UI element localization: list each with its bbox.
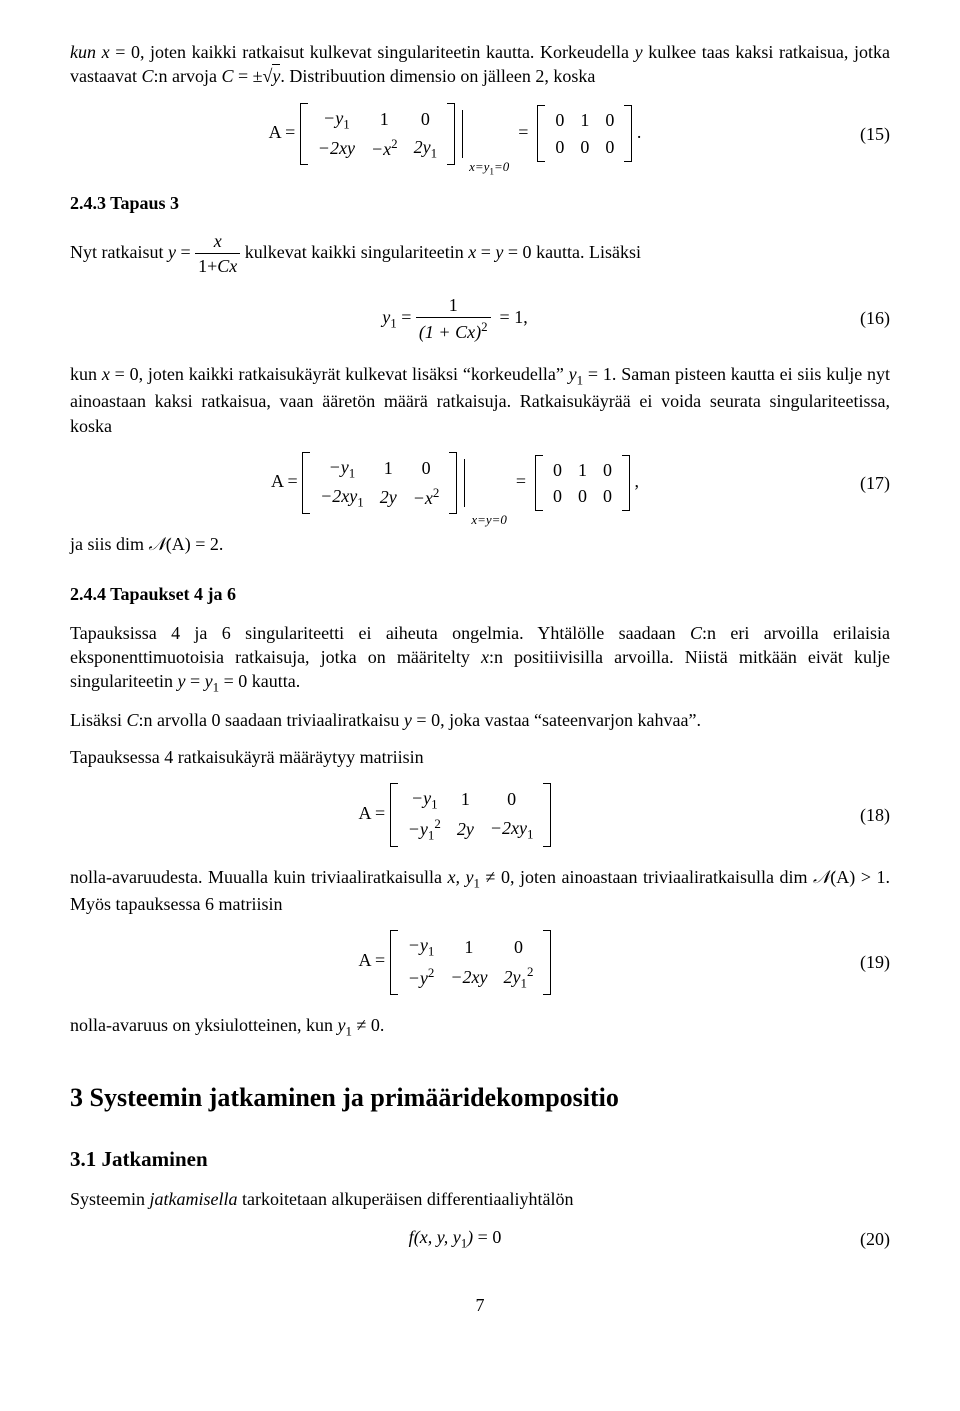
eq15-matrix-1: −y110 −2xy−x22y1 xyxy=(300,103,455,165)
equation-16: y1 = 1 (1 + Cx)2 = 1, (16) xyxy=(70,293,890,345)
equation-17: A = −y110 −2xy12y−x2 x=y=0 = 010 000 , (… xyxy=(70,452,890,514)
heading-section-31: 3.1 Jatkaminen xyxy=(70,1145,890,1173)
paragraph-243-c: ja siis dim 𝒩(A) = 2. xyxy=(70,532,890,556)
paragraph-244-d: nolla-avaruudesta. Muualla kuin triviaal… xyxy=(70,865,890,916)
eq15-lhs: A = xyxy=(269,122,296,142)
paragraph-244-c: Tapauksessa 4 ratkaisukäyrä määräytyy ma… xyxy=(70,745,890,769)
eq16-number: (16) xyxy=(840,306,890,330)
eval-bar xyxy=(462,110,463,158)
paragraph-243-a: Nyt ratkaisut y = x1+Cx kulkevat kaikki … xyxy=(70,229,890,279)
paragraph-244-a: Tapauksissa 4 ja 6 singulariteetti ei ai… xyxy=(70,621,890,697)
eq19-number: (19) xyxy=(840,950,890,974)
equation-15: A = −y110 −2xy−x22y1 x=y1=0 = 010 000 . … xyxy=(70,103,890,165)
eq17-matrix-2: 010 000 xyxy=(535,455,630,512)
page-number: 7 xyxy=(70,1293,890,1317)
paragraph-31-a: Systeemin jatkamisella tarkoitetaan alku… xyxy=(70,1187,890,1211)
heading-243: 2.4.3 Tapaus 3 xyxy=(70,191,890,215)
eq15-matrix-2: 010 000 xyxy=(537,105,632,162)
eq20-number: (20) xyxy=(840,1227,890,1251)
eq17-matrix-1: −y110 −2xy12y−x2 xyxy=(302,452,457,514)
equation-19: A = −y110 −y2−2xy2y12 (19) xyxy=(70,930,890,994)
equation-18: A = −y110 −y122y−2xy1 (18) xyxy=(70,783,890,847)
eq15-number: (15) xyxy=(840,122,890,146)
eq18-number: (18) xyxy=(840,803,890,827)
paragraph-intro: kun x = 0, joten kaikki ratkaisut kulkev… xyxy=(70,40,890,89)
eq17-number: (17) xyxy=(840,471,890,495)
paragraph-244-b: Lisäksi C:n arvolla 0 saadaan triviaalir… xyxy=(70,708,890,732)
paragraph-243-b: kun x = 0, joten kaikki ratkaisukäyrät k… xyxy=(70,362,890,438)
eq18-matrix: −y110 −y122y−2xy1 xyxy=(390,783,552,847)
eq19-matrix: −y110 −y2−2xy2y12 xyxy=(390,930,552,994)
heading-section-3: 3 Systeemin jatkaminen ja primääridekomp… xyxy=(70,1080,890,1115)
heading-244: 2.4.4 Tapaukset 4 ja 6 xyxy=(70,582,890,606)
equation-20: f(x, y, y1) = 0 (20) xyxy=(70,1225,890,1252)
eq15-eval: x=y1=0 xyxy=(469,158,509,179)
paragraph-244-e: nolla-avaruus on yksiulotteinen, kun y1 … xyxy=(70,1013,890,1040)
